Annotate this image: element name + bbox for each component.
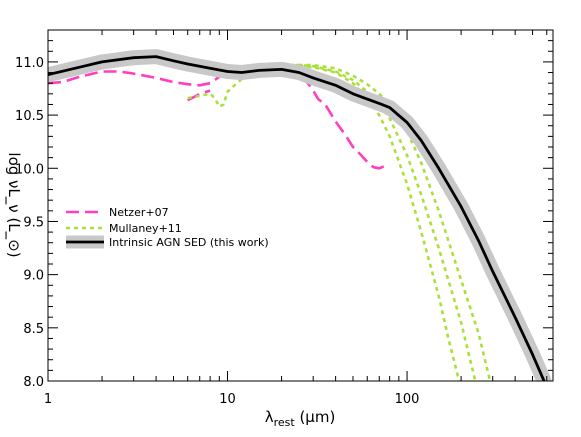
x-axis-title-subscript: rest xyxy=(274,416,296,429)
legend-label-intrinsic-agn-sed-this-work: Intrinsic AGN SED (this work) xyxy=(109,236,269,249)
series-layer xyxy=(48,49,552,381)
series-line-mullaney-11-3 xyxy=(258,63,492,381)
x-tick-label-1: 1 xyxy=(44,392,52,407)
series-line-mullaney-11-2 xyxy=(241,63,477,381)
x-tick-label-100: 100 xyxy=(395,392,420,407)
x-axis-title-unit: (μm) xyxy=(295,408,336,426)
y-tick-label-8-5: 8.5 xyxy=(23,322,44,337)
y-tick-label-11-0: 11.0 xyxy=(15,56,44,71)
series-line-mullaney-11-1 xyxy=(187,64,461,381)
tick-layer xyxy=(47,29,553,382)
y-tick-label-10-0: 10.0 xyxy=(15,162,44,177)
legend-label-netzer-07: Netzer+07 xyxy=(109,206,169,219)
x-axis-title: λrest (μm) xyxy=(265,408,336,429)
legend-label-mullaney-11: Mullaney+11 xyxy=(109,222,182,235)
y-axis-title: log νL_ν (L_⊙) xyxy=(4,152,23,257)
tick-label-layer: 1 10 100 8.0 8.5 9.0 9.5 10.0 10.5 11.0 xyxy=(15,56,419,407)
y-tick-label-8-0: 8.0 xyxy=(23,375,44,390)
y-tick-label-9-0: 9.0 xyxy=(23,269,44,284)
y-tick-label-9-5: 9.5 xyxy=(23,215,44,230)
plot-frame xyxy=(47,29,554,382)
y-tick-label-10-5: 10.5 xyxy=(15,109,44,124)
x-axis-title-main: λ xyxy=(265,408,274,426)
series-line-netzer-07-1 xyxy=(48,64,386,170)
series-line-intrinsic-agn-sed-this-work-1 xyxy=(48,55,546,381)
x-tick-label-10: 10 xyxy=(219,392,236,407)
